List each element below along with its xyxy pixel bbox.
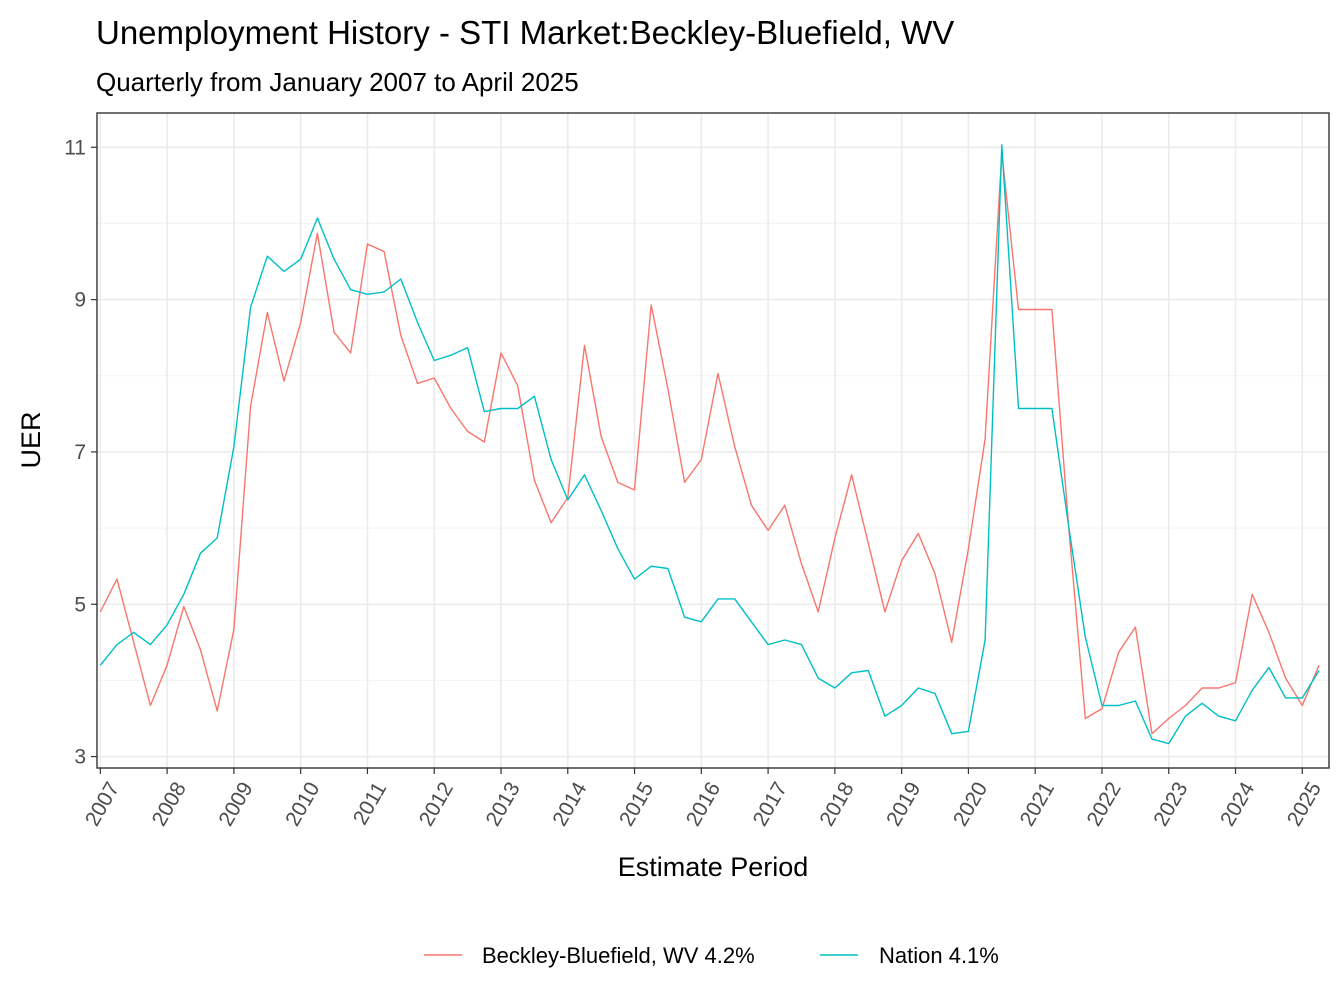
series-line (99, 151, 1320, 735)
x-tick-label: 2014 (548, 778, 591, 830)
chart-legend: Beckley-Bluefield, WV 4.2% Nation 4.1% (424, 943, 999, 968)
y-tick-label: 7 (74, 441, 86, 464)
series-line (99, 144, 1320, 745)
legend-label: Beckley-Bluefield, WV 4.2% (482, 943, 755, 968)
chart-title: Unemployment History - STI Market:Beckle… (96, 14, 954, 51)
x-tick-label: 2016 (682, 778, 725, 830)
plot-series-lines (99, 144, 1320, 745)
x-tick-label: 2017 (749, 778, 792, 830)
x-tick-label: 2007 (81, 778, 124, 830)
y-axis: 3 5 7 9 11 (64, 136, 97, 769)
x-axis: 2007 2008 2009 2010 2011 2012 2013 2014 2015 2016… (81, 768, 1326, 830)
x-tick-label: 2012 (415, 778, 458, 830)
plot-panel-border (96, 112, 1330, 769)
y-tick-label: 3 (74, 746, 86, 769)
y-tick-label: 5 (74, 593, 86, 616)
plot-gridlines (97, 113, 1329, 768)
x-tick-label: 2009 (214, 778, 257, 830)
x-tick-label: 2019 (882, 778, 925, 830)
x-tick-label: 2008 (148, 778, 191, 830)
x-tick-label: 2023 (1149, 778, 1192, 830)
x-tick-label: 2022 (1082, 778, 1125, 830)
x-tick-label: 2018 (815, 778, 858, 830)
legend-label: Nation 4.1% (879, 943, 999, 968)
x-axis-title: Estimate Period (618, 852, 809, 882)
x-tick-label: 2011 (349, 778, 392, 829)
x-tick-label: 2024 (1216, 778, 1259, 830)
x-tick-label: 2025 (1283, 778, 1326, 830)
x-tick-label: 2021 (1016, 778, 1059, 830)
x-tick-label: 2010 (281, 778, 324, 830)
x-tick-label: 2013 (482, 778, 525, 830)
x-tick-label: 2015 (615, 778, 658, 830)
y-tick-label: 9 (74, 289, 86, 312)
x-tick-label: 2020 (949, 778, 992, 830)
y-axis-title: UER (16, 411, 46, 468)
chart-subtitle: Quarterly from January 2007 to April 202… (96, 67, 579, 97)
y-tick-label: 11 (64, 136, 86, 159)
